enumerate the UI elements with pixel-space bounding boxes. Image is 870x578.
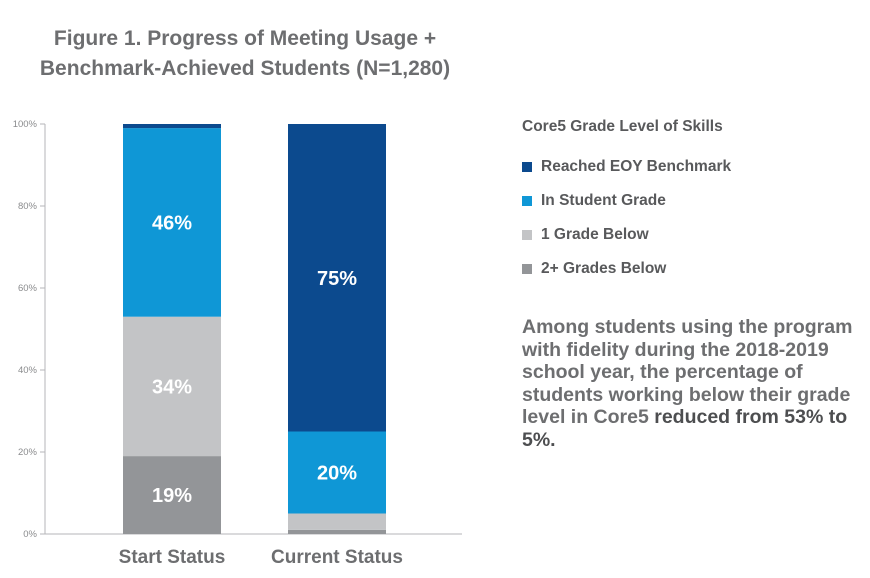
legend-title: Core5 Grade Level of Skills [522, 118, 723, 135]
y-tick-label: 40% [18, 365, 38, 376]
legend-swatch [522, 162, 532, 172]
data-label: 34% [152, 376, 192, 398]
legend: Core5 Grade Level of Skills Reached EOY … [522, 118, 842, 286]
summary-note: Among students using the program with fi… [522, 316, 857, 451]
bar-segment [288, 431, 386, 514]
legend-item: In Student Grade [522, 184, 842, 218]
y-tick-label: 20% [18, 447, 38, 458]
x-category-label: Current Status [271, 547, 403, 568]
legend-item: 2+ Grades Below [522, 252, 842, 286]
summary-note-emphasis: reduced from 53% to 5%. [522, 406, 848, 451]
legend-item: Reached EOY Benchmark [522, 150, 842, 184]
bar-segment [123, 316, 221, 457]
legend-label: Reached EOY Benchmark [541, 158, 732, 175]
legend-swatch [522, 264, 532, 274]
legend-swatch [522, 196, 532, 206]
y-tick-label: 100% [13, 119, 38, 130]
summary-note-text: Among students using the program with fi… [522, 316, 853, 428]
data-label: 20% [317, 463, 357, 485]
legend-item: 1 Grade Below [522, 218, 842, 252]
legend-label: 2+ Grades Below [541, 260, 667, 277]
x-category-label: Start Status [119, 547, 226, 568]
data-label: 75% [317, 268, 357, 290]
stacked-bar-chart: 0% 20% 40% 60% 80% 100% 19% 34% 46% Start Status 2… [13, 119, 462, 568]
y-tick-label: 80% [18, 201, 38, 212]
legend-swatch [522, 230, 532, 240]
legend-label: In Student Grade [541, 192, 666, 209]
bar-segment [288, 513, 386, 530]
bar-segment [123, 124, 221, 129]
bar-segment [288, 529, 386, 534]
y-tick-label: 60% [18, 283, 38, 294]
data-label: 46% [152, 212, 192, 234]
y-tick-label: 0% [23, 529, 37, 540]
legend-items: Reached EOY Benchmark In Student Grade 1 G… [522, 150, 842, 286]
bar-segment [123, 128, 221, 317]
bar-segment [123, 456, 221, 534]
chart-title-line-1: Figure 1. Progress of Meeting Usage + [53, 27, 437, 50]
data-label: 19% [152, 485, 192, 507]
legend-label: 1 Grade Below [541, 226, 649, 243]
chart-title-line-2: Benchmark-Achieved Students (N=1,280) [39, 57, 451, 80]
bar-segment [288, 124, 386, 432]
chart-title: Figure 1. Progress of Meeting Usage + Be… [0, 24, 490, 84]
